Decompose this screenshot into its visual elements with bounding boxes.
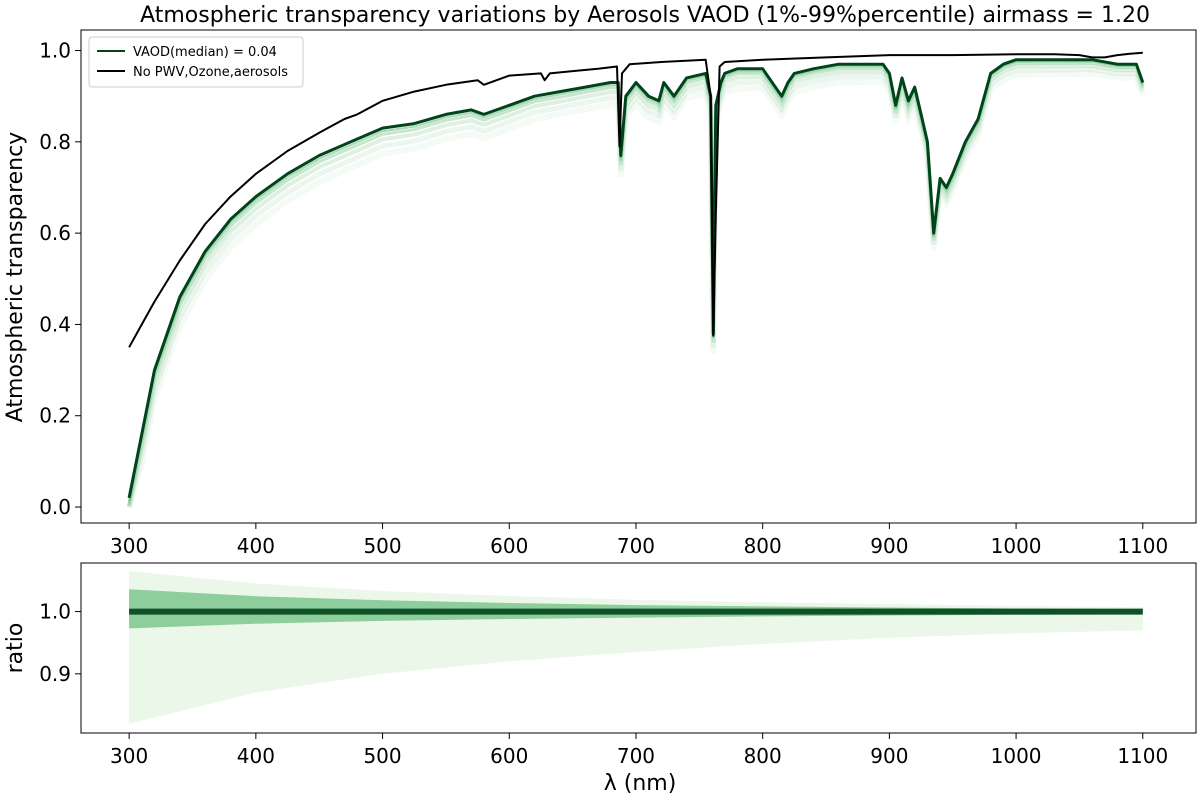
top-y-axis-label: Atmospheric transparency [3,132,28,423]
bottom-x-tick-label: 300 [110,744,148,768]
bottom-x-tick-label: 1000 [991,744,1042,768]
bottom-x-tick-label: 900 [870,744,908,768]
top-x-tick-label: 600 [490,534,528,558]
bottom-y-ticks: 0.9 1.0 [39,600,81,686]
ratio-band-outer [129,571,1143,724]
legend-box [88,36,304,88]
top-band [126,60,1146,508]
bottom-y-tick-label: 0.9 [39,662,71,686]
bottom-x-tick-label: 600 [490,744,528,768]
top-band-curve [127,63,1145,508]
bottom-band [129,571,1143,724]
top-y-tick-label: 0.2 [39,404,71,428]
bottom-x-tick-label: 500 [363,744,401,768]
top-x-tick-label: 900 [870,534,908,558]
x-axis-label: λ (nm) [604,771,677,796]
top-band-curve [126,66,1146,508]
series-line-no-pwv [128,51,1143,348]
bottom-x-tick-label: 800 [744,744,782,768]
top-y-tick-label: 1.0 [39,39,71,63]
top-x-tick-label: 300 [110,534,148,558]
top-y-tick-label: 0.6 [39,221,71,245]
top-x-tick-label: 800 [744,534,782,558]
top-band-curve [128,60,1144,502]
legend: VAOD(median) = 0.04 No PWV,Ozone,aerosol… [88,36,304,88]
top-lines [127,51,1145,499]
bottom-x-tick-label: 700 [617,744,655,768]
top-y-ticks: 0.0 0.2 0.4 0.6 0.8 1.0 [39,39,81,519]
top-x-tick-label: 400 [237,534,275,558]
bottom-axes-frame [80,562,1197,734]
top-x-ticks: 300 400 500 600 700 800 900 1000 1100 [110,523,1168,558]
top-y-tick-label: 0.8 [39,130,71,154]
top-axes-frame [80,29,1197,524]
top-x-tick-label: 1000 [991,534,1042,558]
chart-title: Atmospheric transparency variations by A… [140,3,1150,28]
top-panel: 300 400 500 600 700 800 900 1000 1100 0.00.20.40… [3,29,1197,558]
top-band-curve [127,61,1145,506]
bottom-panel: 300 400 500 600 700 800 900 1000 1100 0.9 1.0 rat… [3,562,1197,796]
top-band-curve [126,70,1146,508]
top-y-tick-label: 0.0 [39,495,71,519]
bottom-x-tick-label: 1100 [1117,744,1168,768]
top-y-tick-label: 0.4 [39,312,71,336]
bottom-y-tick-label: 1.0 [39,600,71,624]
legend-label-vaod: VAOD(median) = 0.04 [133,45,277,60]
top-x-tick-label: 500 [363,534,401,558]
top-x-tick-label: 700 [617,534,655,558]
bottom-y-axis-label: ratio [3,623,28,674]
bottom-x-tick-label: 400 [237,744,275,768]
legend-label-no-pwv: No PWV,Ozone,aerosols [133,65,288,80]
top-x-tick-label: 1100 [1117,534,1168,558]
series-line-vaod-median [127,58,1145,499]
bottom-x-ticks: 300 400 500 600 700 800 900 1000 1100 [110,733,1168,768]
